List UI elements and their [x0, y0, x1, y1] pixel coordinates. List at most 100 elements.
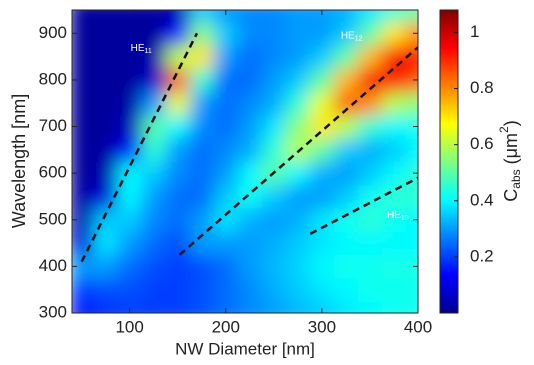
heat-cell	[72, 208, 95, 232]
heat-cell	[285, 278, 311, 302]
heat-cell	[189, 208, 215, 232]
colorbar	[439, 9, 459, 314]
annotation: HE13	[387, 210, 409, 222]
heat-cell	[93, 161, 119, 186]
heat-cell	[213, 254, 239, 279]
heat-cell	[285, 10, 311, 23]
heat-cell	[405, 231, 418, 256]
heat-cell	[189, 184, 215, 209]
heat-cell	[285, 301, 311, 313]
heat-cell	[237, 231, 263, 256]
heat-cell	[309, 254, 335, 279]
heat-cell	[117, 161, 143, 186]
x-tick-label: 400	[404, 317, 432, 336]
heat-cell	[141, 91, 167, 116]
heat-cell	[381, 231, 407, 256]
heat-cell	[165, 10, 191, 23]
heat-cell	[141, 278, 167, 302]
guide-line	[178, 46, 418, 256]
heat-cell	[189, 10, 215, 23]
heat-cell	[117, 208, 143, 232]
heat-cell	[405, 21, 418, 46]
y-tick-label: 500	[39, 209, 67, 228]
heat-cell	[405, 208, 418, 232]
heat-cell	[93, 68, 119, 93]
heat-cell	[141, 184, 167, 209]
annotation-text: HE	[387, 210, 401, 221]
heat-cell	[117, 301, 143, 313]
heat-cell	[309, 91, 335, 116]
heat-cell	[213, 231, 239, 256]
heat-cell	[405, 44, 418, 69]
heat-cell	[213, 114, 239, 139]
heat-cell	[189, 138, 215, 162]
heat-cell	[141, 138, 167, 162]
heat-cell	[261, 44, 287, 69]
heat-cell	[213, 44, 239, 69]
heat-cell	[333, 301, 359, 313]
heat-cell	[213, 278, 239, 302]
heat-cell	[381, 254, 407, 279]
heat-cell	[189, 44, 215, 69]
heat-cell	[165, 138, 191, 162]
heat-cell	[381, 114, 407, 139]
y-tick-label: 700	[39, 116, 67, 135]
annotation-sub: 12	[355, 35, 363, 42]
heat-cell	[237, 138, 263, 162]
heat-cell	[72, 278, 95, 302]
heat-cell	[117, 91, 143, 116]
heat-cell	[333, 114, 359, 139]
heat-cell	[381, 91, 407, 116]
y-tick-label: 800	[39, 69, 67, 88]
heat-cell	[381, 301, 407, 313]
heat-cell	[165, 301, 191, 313]
heat-cell	[141, 208, 167, 232]
heat-cell	[357, 138, 383, 162]
heat-cell	[93, 10, 119, 23]
heat-cell	[237, 114, 263, 139]
heat-cell	[261, 254, 287, 279]
x-tick-label: 200	[212, 317, 240, 336]
heat-cell	[237, 91, 263, 116]
heat-cell	[261, 184, 287, 209]
heat-cell	[141, 21, 167, 46]
heat-cell	[72, 91, 95, 116]
heat-cell	[357, 208, 383, 232]
heat-cell	[357, 184, 383, 209]
heat-cell	[93, 254, 119, 279]
colorbar-label-part: )	[501, 120, 521, 126]
heat-cell	[309, 21, 335, 46]
heat-cell	[93, 231, 119, 256]
heat-cell	[72, 301, 95, 313]
heat-cell	[93, 91, 119, 116]
heatmap	[72, 10, 418, 313]
heat-cell	[357, 254, 383, 279]
heat-cell	[357, 231, 383, 256]
heat-cell	[117, 21, 143, 46]
heat-cell	[141, 301, 167, 313]
heat-cell	[261, 10, 287, 23]
heat-cell	[285, 208, 311, 232]
heat-cell	[309, 68, 335, 93]
colorbar-label-part: C	[501, 189, 521, 202]
heat-cell	[165, 231, 191, 256]
x-axis-label: NW Diameter [nm]	[175, 339, 315, 358]
heat-cell	[261, 68, 287, 93]
heat-cell	[381, 68, 407, 93]
heat-cell	[405, 278, 418, 302]
heat-cell	[117, 138, 143, 162]
annotation-text: HE	[131, 43, 145, 54]
heat-cell	[165, 21, 191, 46]
colorbar-label-part: (μm	[501, 133, 521, 169]
cell-group	[72, 10, 418, 313]
heat-cell	[189, 114, 215, 139]
y-tick-label: 900	[39, 23, 67, 42]
heat-cell	[333, 44, 359, 69]
heat-cell	[72, 138, 95, 162]
heat-cell	[237, 10, 263, 23]
heat-cell	[285, 231, 311, 256]
heat-cell	[237, 254, 263, 279]
heat-cell	[285, 114, 311, 139]
heat-cell	[333, 68, 359, 93]
